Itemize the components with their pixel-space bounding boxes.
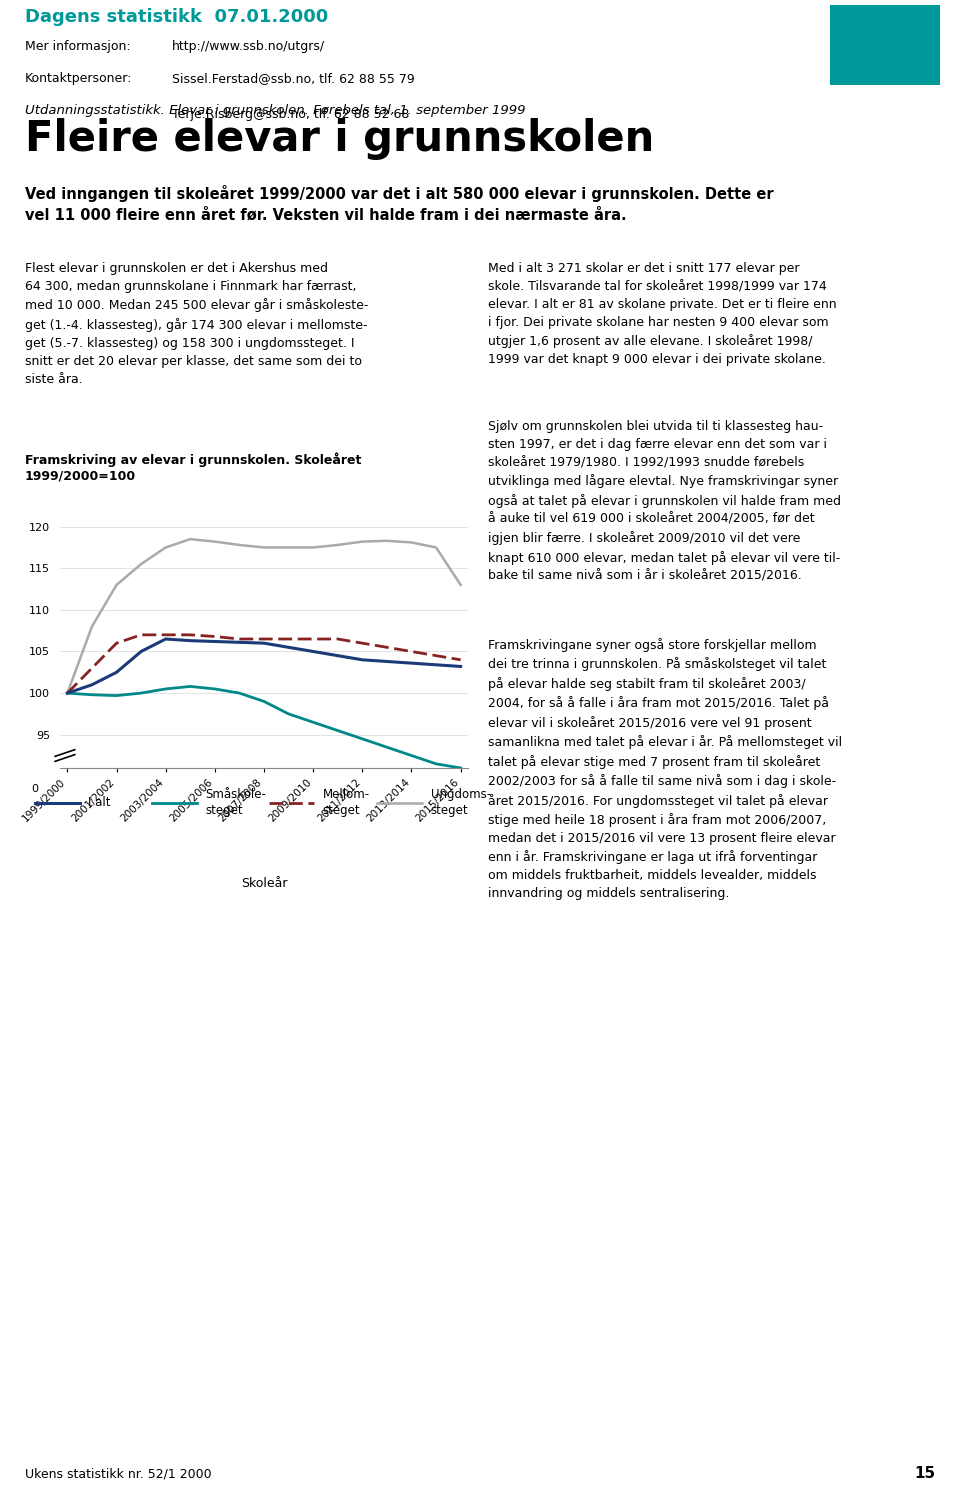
Text: Sjølv om grunnskolen blei utvida til ti klassesteg hau-
sten 1997, er det i dag : Sjølv om grunnskolen blei utvida til ti … [488,421,841,583]
Text: Framskrivingane syner også store forskjellar mellom
dei tre trinna i grunnskolen: Framskrivingane syner også store forskje… [488,637,842,901]
Text: Ved inngangen til skoleåret 1999/2000 var det i alt 580 000 elevar i grunnskolen: Ved inngangen til skoleåret 1999/2000 va… [25,184,774,223]
Text: Mellom-
steget: Mellom- steget [323,788,370,817]
Text: http://www.ssb.no/utgrs/: http://www.ssb.no/utgrs/ [172,40,325,53]
Text: Ungdoms-
steget: Ungdoms- steget [430,788,491,817]
Text: Fleire elevar i grunnskolen: Fleire elevar i grunnskolen [25,117,655,160]
Text: Sissel.Ferstad@ssb.no, tlf. 62 88 55 79: Sissel.Ferstad@ssb.no, tlf. 62 88 55 79 [172,71,415,85]
Text: Kontaktpersoner:: Kontaktpersoner: [25,71,132,85]
Text: Dagens statistikk  07.01.2000: Dagens statistikk 07.01.2000 [25,7,328,25]
Text: Terje.Risberg@ssb.no, tlf. 62 88 52 68: Terje.Risberg@ssb.no, tlf. 62 88 52 68 [172,108,409,120]
Text: Framskriving av elevar i grunnskolen. Skoleåret
1999/2000=100: Framskriving av elevar i grunnskolen. Sk… [25,452,361,483]
Text: Ukens statistikk nr. 52/1 2000: Ukens statistikk nr. 52/1 2000 [25,1468,211,1480]
Text: Mer informasjon:: Mer informasjon: [25,40,131,53]
X-axis label: Skoleår: Skoleår [241,877,287,890]
Text: Med i alt 3 271 skolar er det i snitt 177 elevar per
skole. Tilsvarande tal for : Med i alt 3 271 skolar er det i snitt 17… [488,262,836,367]
Text: Småskole-
steget: Småskole- steget [205,788,266,817]
Text: I alt: I alt [88,796,111,808]
Text: 0: 0 [31,783,37,794]
Text: 15: 15 [914,1467,935,1482]
Text: Utdanningsstatistikk. Elevar i grunnskolen. Førebels tal, 1. september 1999: Utdanningsstatistikk. Elevar i grunnskol… [25,104,525,117]
Text: Flest elevar i grunnskolen er det i Akershus med
64 300, medan grunnskolane i Fi: Flest elevar i grunnskolen er det i Aker… [25,262,369,386]
